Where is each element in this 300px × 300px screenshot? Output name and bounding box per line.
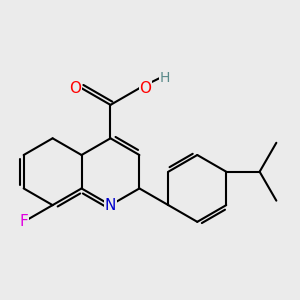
Text: N: N (105, 198, 116, 213)
Text: O: O (140, 81, 152, 96)
Text: F: F (19, 214, 28, 229)
Text: O: O (70, 81, 82, 96)
Text: H: H (160, 71, 170, 85)
